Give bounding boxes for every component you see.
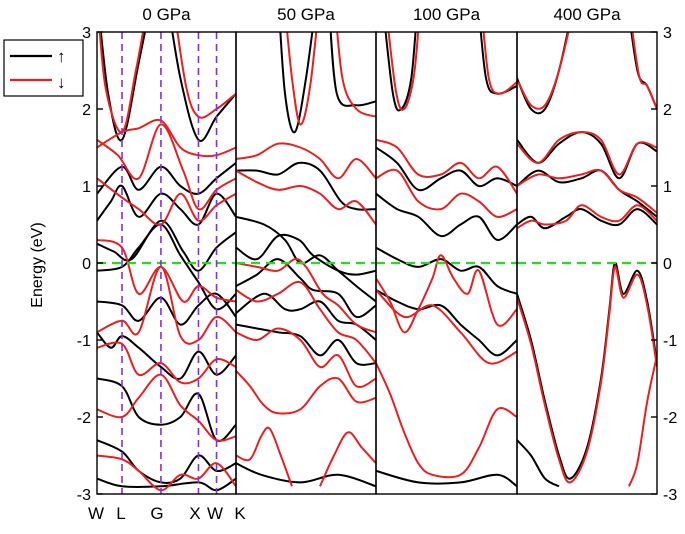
- band-line-up-p2-b1: [479, 32, 517, 95]
- y-tick-label-left-0: -3: [77, 487, 91, 504]
- band-line-down-p0-b2: [97, 118, 236, 158]
- band-line-up-p0-b2: [97, 162, 236, 195]
- bands-layer: [97, 32, 657, 492]
- band-line-up-p2-b3: [376, 192, 517, 241]
- band-line-down-p3-b2: [517, 131, 657, 176]
- band-line-down-p2-b2: [376, 138, 517, 195]
- band-line-down-p2-b0: [387, 32, 420, 111]
- y-tick-label-right-5: 2: [663, 102, 672, 119]
- kpoint-label-5: K: [234, 504, 246, 523]
- band-line-down-p3-b5: [517, 265, 657, 484]
- band-line-up-p3-b6: [517, 439, 560, 488]
- band-line-down-p1-b1: [336, 32, 376, 118]
- y-tick-label-left-4: 1: [82, 179, 91, 196]
- band-line-up-p0-b4: [97, 219, 236, 272]
- y-tick-label-left-2: -1: [77, 333, 91, 350]
- band-line-down-p0-b7: [97, 341, 236, 385]
- band-line-up-p2-b4: [376, 246, 517, 295]
- panel-title-2: 100 GPa: [413, 5, 481, 24]
- y-tick-label-left-5: 2: [82, 102, 91, 119]
- band-line-down-p2-b6: [376, 362, 517, 479]
- band-line-down-p0-b4: [97, 177, 236, 226]
- band-line-down-p0-b3: [97, 123, 236, 211]
- band-line-up-p2-b6: [376, 469, 517, 488]
- band-line-up-p0-b1: [171, 32, 236, 142]
- kpoint-label-1: L: [116, 504, 125, 523]
- band-line-up-p0-b9: [97, 439, 236, 484]
- overlay-layer: [97, 32, 657, 494]
- frame-layer: [96, 31, 658, 495]
- band-line-down-p1-b5: [236, 280, 376, 364]
- band-line-down-p3-b1: [631, 32, 657, 110]
- band-line-down-p2-b4: [376, 254, 517, 334]
- band-line-up-p1-b2: [236, 161, 376, 211]
- kpoint-label-3: X: [189, 504, 200, 523]
- band-line-up-p1-b0: [279, 32, 314, 134]
- band-line-down-p2-b1: [482, 32, 517, 95]
- band-line-down-p1-b6: [236, 327, 376, 389]
- band-line-up-p3-b3: [517, 169, 657, 218]
- panel-0-bands: [97, 32, 236, 492]
- band-line-up-p1-b5: [236, 258, 376, 319]
- band-line-up-p1-b8: [236, 462, 376, 488]
- band-line-up-p0-b10: [97, 477, 236, 492]
- y-tick-label-right-4: 1: [663, 179, 672, 196]
- band-line-down-p1-b0: [286, 32, 318, 126]
- y-tick-label-right-0: -3: [663, 487, 677, 504]
- band-line-down-p2-b3: [376, 168, 517, 218]
- band-line-down-p3-b3: [517, 168, 657, 214]
- y-tick-label-right-3: 0: [663, 256, 672, 273]
- band-line-down-p0-b9: [97, 454, 236, 492]
- band-line-down-p1-b8: [236, 426, 293, 487]
- legend-label-spin-down: ↓: [57, 73, 66, 92]
- panel-1-bands: [236, 32, 376, 488]
- band-line-down-p1-b9: [319, 431, 376, 487]
- band-line-up-p2-b2: [376, 146, 517, 192]
- legend-label-spin-up: ↑: [57, 47, 66, 66]
- band-line-up-p0-b5: [97, 223, 236, 311]
- band-line-down-p0-b8: [97, 373, 236, 442]
- panel-2-bands: [376, 32, 517, 488]
- band-line-up-p1-b3: [236, 215, 376, 303]
- panel-title-0: 0 GPa: [142, 5, 191, 24]
- band-line-up-p1-b1: [329, 32, 376, 107]
- y-tick-label-right-2: -1: [663, 333, 677, 350]
- legend-box: [3, 39, 84, 97]
- panel-3-bands: [517, 32, 657, 488]
- kpoint-label-2: G: [150, 504, 163, 523]
- band-line-up-p2-b5: [376, 289, 517, 357]
- band-line-up-p0-b8: [97, 377, 236, 442]
- band-line-down-p1-b4: [236, 258, 376, 334]
- band-line-up-p3-b4: [517, 208, 657, 230]
- panel-title-3: 400 GPa: [553, 5, 621, 24]
- band-line-up-p1-b7: [236, 323, 376, 366]
- band-line-up-p3-b1: [630, 32, 657, 110]
- band-line-down-p3-b4: [517, 204, 657, 230]
- band-line-down-p3-b6: [628, 355, 657, 487]
- band-line-down-p1-b7: [236, 370, 376, 415]
- y-axis-title: Energy (eV): [29, 222, 46, 307]
- y-tick-label-left-6: 3: [82, 25, 91, 42]
- panel-title-1: 50 GPa: [277, 5, 335, 24]
- y-tick-label-left-3: 0: [82, 256, 91, 273]
- band-line-down-p2-b5: [376, 289, 517, 365]
- kpoint-label-4: W: [207, 504, 223, 523]
- band-line-up-p1-b4: [236, 233, 376, 276]
- band-line-up-p0-b6: [97, 292, 236, 326]
- band-line-down-p1-b2: [236, 142, 376, 180]
- band-line-down-p0-b5: [97, 238, 236, 303]
- y-tick-label-right-1: -2: [663, 410, 677, 427]
- band-line-down-p3-b0: [517, 32, 570, 110]
- band-line-down-p0-b6: [97, 265, 236, 345]
- kpoint-label-0: W: [88, 504, 104, 523]
- y-tick-label-right-6: 3: [663, 25, 672, 42]
- band-line-up-p0-b0: [99, 32, 146, 142]
- y-tick-label-left-1: -2: [77, 410, 91, 427]
- legend: ↑ ↓: [3, 39, 84, 97]
- band-line-up-p0-b7: [97, 331, 236, 380]
- band-line-down-p1-b3: [236, 169, 376, 226]
